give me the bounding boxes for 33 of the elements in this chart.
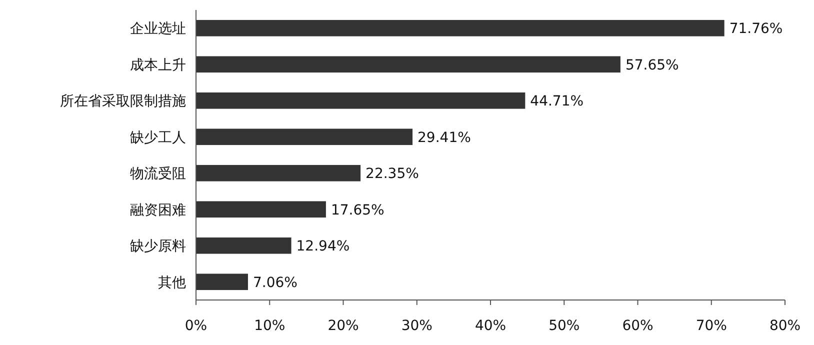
bar	[196, 164, 361, 182]
x-tick-label: 0%	[184, 318, 208, 334]
data-label: 7.06%	[252, 274, 298, 291]
data-label: 12.94%	[296, 238, 350, 255]
y-tick-label: 物流受阻	[130, 166, 186, 182]
y-tick-label: 成本上升	[130, 57, 186, 74]
x-tick-label: 50%	[548, 318, 580, 334]
bar	[196, 274, 248, 290]
x-tick-label: 20%	[328, 318, 359, 334]
data-label: 44.71%	[530, 94, 584, 110]
bar	[196, 237, 292, 254]
x-tick-label: 80%	[769, 318, 801, 334]
y-tick-label: 缺少工人	[130, 130, 186, 146]
bar	[196, 56, 620, 73]
data-label: 17.65%	[330, 202, 384, 218]
x-tick-label: 30%	[401, 318, 432, 334]
data-label: 22.35%	[366, 166, 419, 182]
y-tick-label: 其他	[158, 274, 186, 291]
bar	[196, 201, 326, 218]
y-tick-label: 缺少原料	[130, 238, 186, 255]
bar	[196, 92, 526, 109]
x-tick-label: 60%	[622, 318, 654, 334]
y-tick-label: 企业选址	[130, 21, 186, 38]
bar	[196, 128, 413, 146]
y-tick-label: 所在省采取限制措施	[60, 94, 186, 110]
x-tick-label: 40%	[474, 318, 506, 334]
bar	[196, 20, 724, 36]
data-label: 29.41%	[418, 130, 471, 146]
x-tick-label: 10%	[254, 318, 286, 334]
data-label: 71.76%	[729, 21, 783, 38]
data-label: 57.65%	[625, 57, 679, 74]
y-tick-label: 融资困难	[130, 202, 186, 218]
x-tick-label: 70%	[696, 318, 727, 334]
